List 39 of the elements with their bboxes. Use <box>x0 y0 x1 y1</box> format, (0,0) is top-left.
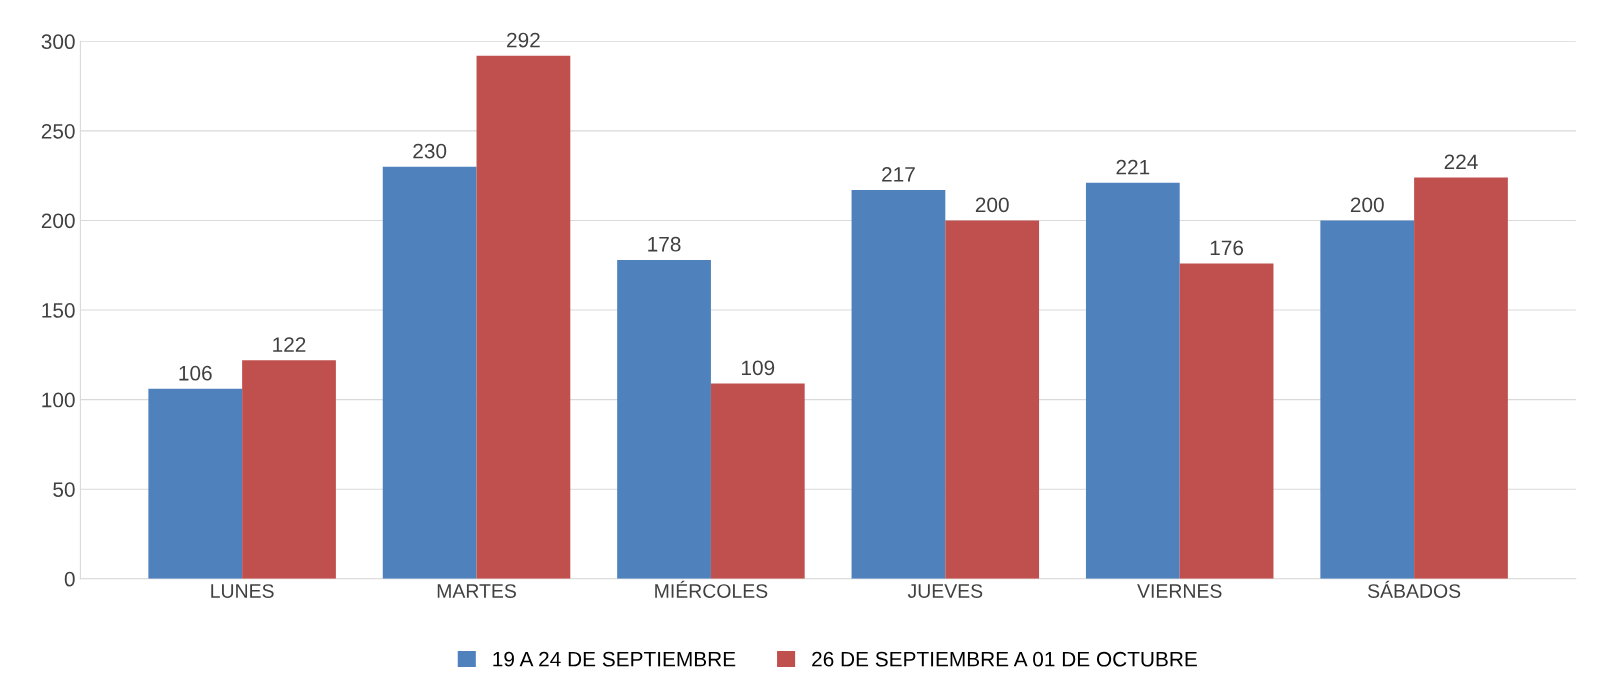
data-label: 221 <box>1116 159 1150 175</box>
y-tick-label: 150 <box>42 303 75 318</box>
bar <box>242 360 336 579</box>
bar <box>1085 182 1180 579</box>
bar <box>148 388 243 579</box>
bar <box>476 55 571 579</box>
data-label: 122 <box>273 337 306 352</box>
bar <box>945 220 1040 579</box>
y-tick-label: 250 <box>41 123 75 139</box>
data-label: 106 <box>179 365 212 381</box>
data-label: 178 <box>648 236 681 252</box>
y-tick-label: 300 <box>41 34 75 50</box>
data-label: 200 <box>1350 197 1384 213</box>
y-tick-label: 50 <box>53 482 75 497</box>
legend-label: 19 A 24 DE SEPTIEMBRE <box>493 651 736 667</box>
x-tick-label: JUEVES <box>907 584 983 598</box>
x-tick-label: MARTES <box>437 584 516 598</box>
x-tick-label: MIÉRCOLES <box>655 580 768 598</box>
bar <box>1179 263 1274 579</box>
bar <box>851 190 946 579</box>
x-tick-label: SÁBADOS <box>1367 580 1461 598</box>
y-tick-label: 100 <box>42 392 75 408</box>
y-tick-label: 0 <box>64 571 75 587</box>
data-label: 224 <box>1444 154 1478 169</box>
bar <box>617 259 711 579</box>
data-label: 230 <box>413 143 447 159</box>
x-tick-label: VIERNES <box>1137 584 1222 598</box>
x-tick-label: LUNES <box>211 584 274 598</box>
data-label: 200 <box>975 197 1009 213</box>
bar <box>1320 220 1415 579</box>
data-label: 109 <box>742 360 775 376</box>
legend-label: 26 DE SEPTIEMBRE A 01 DE OCTUBRE <box>812 651 1197 667</box>
bar <box>382 166 477 579</box>
data-label: 292 <box>507 32 540 48</box>
y-tick-label: 200 <box>41 213 75 229</box>
data-label: 176 <box>1210 240 1244 256</box>
data-label: 217 <box>882 166 915 182</box>
bar <box>710 383 805 579</box>
bar <box>1414 177 1508 579</box>
